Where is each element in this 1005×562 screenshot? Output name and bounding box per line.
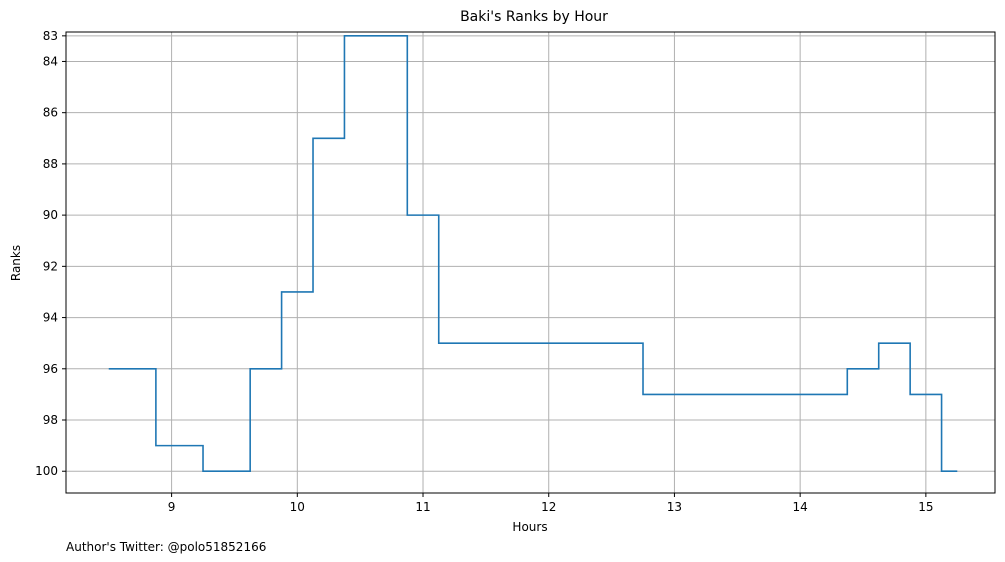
author-footnote: Author's Twitter: @polo51852166 <box>66 540 266 554</box>
x-tick-label: 11 <box>415 500 430 514</box>
chart-title: Baki's Ranks by Hour <box>460 9 608 25</box>
x-tick-label: 9 <box>168 500 176 514</box>
y-axis-title: Ranks <box>9 245 23 281</box>
x-axis: 9 10 11 12 13 14 15 <box>168 493 933 514</box>
y-tick-label: 96 <box>43 362 58 376</box>
y-tick-label: 100 <box>35 464 58 478</box>
y-tick-label: 86 <box>43 106 58 120</box>
x-tick-label: 12 <box>541 500 556 514</box>
grid <box>66 32 995 493</box>
plot-frame <box>65 31 996 494</box>
y-tick-label: 92 <box>43 259 58 273</box>
series-line-layer <box>108 35 958 473</box>
rank-series-line <box>108 35 958 473</box>
x-tick-label: 14 <box>793 500 808 514</box>
x-tick-label: 10 <box>290 500 305 514</box>
x-axis-title: Hours <box>512 520 547 534</box>
x-tick-label: 13 <box>667 500 682 514</box>
y-axis: 83 84 86 88 90 92 94 96 98 100 <box>35 29 66 478</box>
y-tick-label: 98 <box>43 413 58 427</box>
y-tick-label: 94 <box>43 311 58 325</box>
y-tick-label: 90 <box>43 208 58 222</box>
x-tick-label: 15 <box>918 500 933 514</box>
y-tick-label: 88 <box>43 157 58 171</box>
y-tick-label: 84 <box>43 54 58 68</box>
y-tick-label: 83 <box>43 29 58 43</box>
